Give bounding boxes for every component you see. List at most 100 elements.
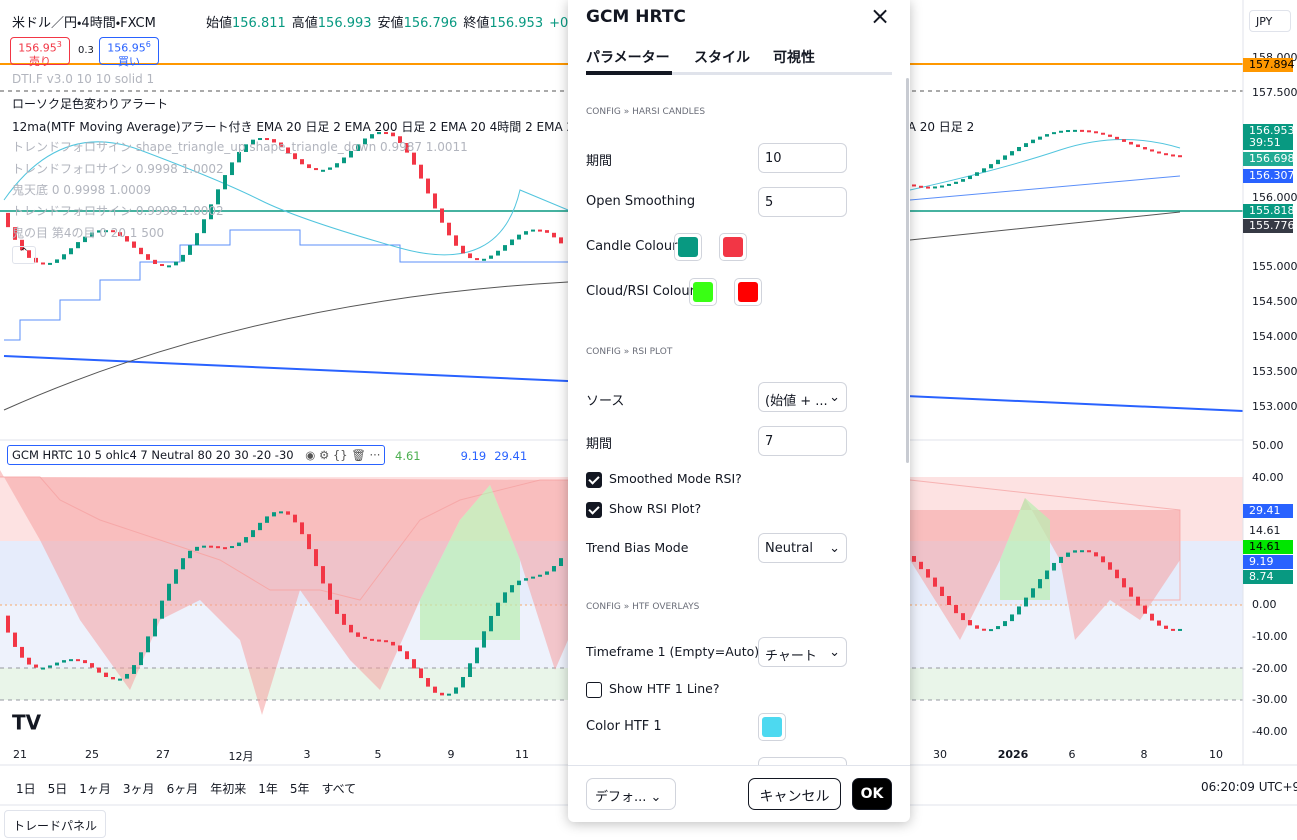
price-badge: 156.307	[1243, 169, 1295, 183]
candle-decor	[335, 163, 339, 168]
candle-decor	[552, 232, 556, 238]
candle-decor	[496, 602, 500, 616]
candle-decor	[335, 599, 339, 614]
ohlc-value: 156.953	[489, 16, 544, 31]
candle-decor	[139, 652, 143, 666]
indicator-title: 鬼の目 第4の目 0 20 1 500	[12, 226, 165, 240]
candle-decor	[398, 136, 402, 143]
checkbox[interactable]	[586, 472, 602, 488]
number-input[interactable]: 7	[758, 426, 847, 456]
color-swatch[interactable]	[758, 713, 786, 741]
price-label: 154.500	[1252, 295, 1297, 309]
range-button[interactable]: 年初来	[210, 782, 247, 796]
select[interactable]: Neutral ⌄	[758, 533, 847, 563]
candles	[6, 129, 1182, 696]
candle-decor	[1164, 153, 1168, 156]
candle-decor	[1003, 621, 1007, 627]
trade-panel-tab[interactable]: トレードパネル	[4, 810, 107, 838]
candle-decor	[919, 185, 923, 188]
candle-decor	[940, 185, 944, 188]
candle-decor	[48, 262, 52, 265]
range-button[interactable]: 1ヶ月	[79, 782, 111, 796]
candle-decor	[1017, 606, 1021, 615]
candle-decor	[230, 162, 234, 176]
candle-decor	[146, 636, 150, 653]
candle-decor	[307, 164, 311, 169]
candle-decor	[912, 184, 916, 187]
color-swatch[interactable]	[674, 233, 702, 261]
close-button[interactable]: ×	[870, 2, 891, 30]
range-button[interactable]: 5日	[47, 782, 68, 796]
range-bar: 1日 5日 1ヶ月 3ヶ月 6ヶ月 年初来 1年 5年 すべて	[16, 780, 368, 797]
color-swatch[interactable]	[719, 233, 747, 261]
candle-decor	[440, 692, 444, 696]
defaults-select[interactable]: デフォ... ⌄	[586, 778, 676, 810]
tab[interactable]: 可視性	[773, 50, 815, 66]
collapse-button[interactable]: ^	[12, 246, 36, 264]
ohlc-value: 156.993	[317, 16, 372, 31]
candle-decor	[1087, 130, 1091, 133]
price-badge: 29.41	[1243, 504, 1293, 518]
candle-decor	[954, 604, 958, 614]
candle-decor	[447, 693, 451, 696]
select[interactable]: チャート ⌄	[758, 637, 847, 667]
candle-decor	[251, 139, 255, 145]
candle-decor	[524, 578, 528, 581]
price-badge: 14.61	[1243, 540, 1293, 554]
time-label: 27	[156, 748, 170, 761]
candle-decor	[426, 678, 430, 687]
ok-button[interactable]: OK	[852, 778, 892, 810]
number-input[interactable]: 10	[758, 143, 847, 173]
candle-decor	[475, 258, 479, 261]
tab-active[interactable]: パラメーター	[586, 50, 670, 66]
field-label: Trend Bias Mode	[586, 540, 689, 555]
candle-decor	[230, 546, 234, 549]
candle-decor	[307, 534, 311, 550]
candle-decor	[968, 175, 972, 180]
candle-decor	[538, 229, 542, 232]
candle-decor	[454, 687, 458, 694]
range-button[interactable]: 1日	[16, 782, 36, 796]
candle-decor	[342, 157, 346, 164]
candle-decor	[244, 537, 248, 543]
candle-decor	[41, 667, 45, 670]
indicator-title: ローソク足色変わりアラート	[12, 97, 169, 111]
candle-decor	[933, 577, 937, 587]
candle-decor	[97, 667, 101, 673]
color-swatch[interactable]	[689, 278, 717, 306]
cancel-button[interactable]: キャンセル	[748, 778, 841, 810]
candle-decor	[1129, 587, 1133, 597]
field-label: ソース	[586, 394, 625, 409]
color-swatch[interactable]	[734, 278, 762, 306]
range-button[interactable]: 5年	[289, 782, 310, 796]
symbol-header[interactable]: 米ドル／円・4時間・FXCM 始値156.811 高値156.993 安値156.7…	[12, 12, 597, 31]
candle-decor	[209, 204, 213, 220]
symbol[interactable]: 米ドル／円・4時間・FXCM	[12, 16, 156, 31]
scrollbar[interactable]	[906, 78, 909, 463]
pane-value: 9.19	[460, 449, 487, 463]
candle-decor	[391, 132, 395, 137]
price-badge: 8.74	[1243, 570, 1293, 584]
currency-button[interactable]: JPY	[1249, 10, 1291, 32]
tab[interactable]: スタイル	[694, 50, 750, 66]
badge-text: 8.74	[1249, 570, 1274, 583]
range-button[interactable]: 3ヶ月	[122, 782, 155, 796]
candle-decor	[62, 660, 66, 663]
buy-button[interactable]: 156.956 買い	[99, 37, 159, 68]
range-button[interactable]: すべて	[321, 782, 357, 796]
checkbox[interactable]	[586, 502, 602, 518]
pane-legend[interactable]: GCM HRTC 10 5 ohlc4 7 Neutral 80 20 30 -…	[7, 445, 386, 465]
sell-button[interactable]: 156.953 売り	[10, 37, 70, 68]
candle-decor	[947, 596, 951, 605]
badge-text: 155.818	[1249, 204, 1295, 217]
candle-decor	[384, 640, 388, 643]
section-title: CONFIG » RSI PLOT	[586, 347, 673, 357]
candle-decor	[76, 242, 80, 249]
candle-decor	[69, 659, 73, 662]
number-input[interactable]: 5	[758, 187, 847, 217]
checkbox[interactable]	[586, 682, 602, 698]
candle-decor	[202, 545, 206, 548]
range-button[interactable]: 1年	[258, 782, 278, 796]
select[interactable]: (始値 + ... ⌄	[758, 382, 847, 412]
range-button[interactable]: 6ヶ月	[166, 782, 199, 796]
